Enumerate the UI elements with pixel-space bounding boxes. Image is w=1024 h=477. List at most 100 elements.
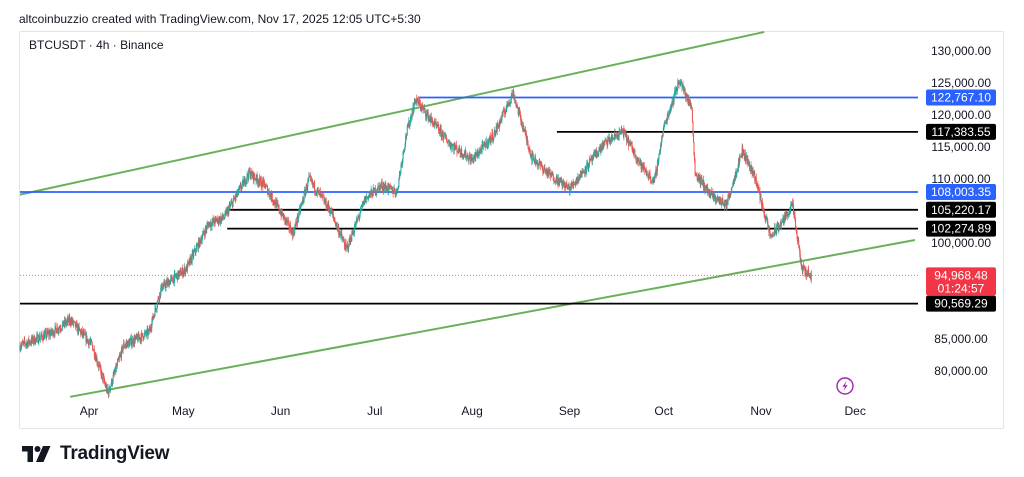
candle-body [784, 215, 786, 220]
candle-body [694, 154, 696, 161]
candle-body [49, 333, 51, 337]
candle-body [517, 107, 519, 114]
candle-body [396, 188, 398, 192]
candle-body [381, 182, 383, 189]
candle-body [27, 338, 29, 343]
candle-body [754, 172, 756, 180]
candle-body [759, 190, 761, 200]
candle-body [711, 191, 713, 194]
candle-body [769, 230, 771, 237]
candle-body [135, 336, 137, 339]
x-tick-label: Nov [750, 404, 771, 418]
candle-body [714, 195, 716, 202]
candle-body [688, 99, 690, 104]
candle-body [163, 281, 165, 283]
candle-body [208, 222, 210, 224]
candle-body [150, 327, 152, 330]
candle-body [435, 121, 437, 124]
candle-body [581, 170, 583, 178]
candle-body [773, 233, 775, 235]
candle-body [483, 144, 485, 147]
candle-body [630, 142, 632, 144]
candle-body [100, 365, 102, 370]
candle-body [419, 100, 421, 104]
candle-body [140, 337, 142, 342]
candle-body [661, 138, 663, 146]
candle-body [425, 110, 427, 117]
candle-body [205, 228, 207, 230]
candle-body [424, 108, 426, 109]
candle-body [802, 266, 804, 273]
candle-body [341, 237, 343, 240]
candle-body [269, 193, 271, 197]
candle-body [786, 213, 788, 216]
candle-body [586, 162, 588, 164]
candle-body [220, 216, 222, 222]
candle-body [643, 166, 645, 170]
candle-body [229, 205, 231, 207]
candle-body [684, 89, 686, 96]
candle-body [782, 216, 784, 221]
candle-body [521, 125, 523, 129]
level-label-0: 122,767.10 [931, 91, 991, 105]
candle-body [569, 187, 571, 194]
candles [19, 78, 812, 399]
candle-body [677, 80, 679, 89]
candle-body [639, 161, 641, 163]
candle-body [631, 145, 633, 152]
candle-body [290, 225, 292, 232]
candle-body [309, 176, 311, 178]
candle-body [349, 238, 351, 243]
candle-body [146, 330, 148, 335]
candle-body [209, 222, 211, 227]
candle-body [638, 160, 640, 163]
candle-body [599, 146, 601, 150]
candle-body [798, 245, 800, 249]
candle-body [154, 307, 156, 317]
candle-body [722, 203, 724, 205]
candle-body [129, 341, 131, 346]
candle-body [147, 329, 149, 336]
candle-body [218, 217, 220, 222]
candle-body [484, 142, 486, 146]
candle-body [319, 191, 321, 194]
candle-body [810, 275, 812, 280]
candle-body [107, 393, 109, 396]
candle-body [783, 219, 785, 224]
candle-body [431, 118, 433, 123]
candle-body [207, 224, 209, 226]
candle-body [615, 135, 617, 137]
candle-body [530, 154, 532, 156]
candle-body [691, 107, 693, 110]
candle-body [807, 269, 809, 274]
candle-body [347, 244, 349, 250]
candle-body [430, 116, 432, 120]
candle-body [368, 196, 370, 200]
candle-body [125, 344, 127, 346]
candle-body [570, 187, 572, 190]
candle-body [734, 172, 736, 180]
candle-body [617, 135, 619, 139]
candle-body [140, 333, 142, 342]
candle-body [750, 166, 752, 172]
candle-body [746, 156, 748, 161]
candle-body [585, 170, 587, 173]
candle-body [102, 373, 104, 381]
candle-body [779, 222, 781, 226]
candle-body [410, 116, 412, 119]
candle-body [168, 281, 170, 287]
lightning-icon[interactable] [836, 377, 854, 395]
candle-body [663, 124, 665, 127]
candle-body [411, 113, 413, 119]
candle-body [36, 334, 38, 336]
candle-body [684, 89, 686, 92]
candle-body [204, 233, 206, 236]
candle-body [458, 151, 460, 153]
candle-body [538, 162, 540, 165]
candle-body [261, 179, 263, 183]
candle-body [485, 145, 487, 148]
candle-body [237, 190, 239, 195]
candle-body [167, 281, 169, 285]
x-tick-label: Oct [654, 404, 673, 418]
